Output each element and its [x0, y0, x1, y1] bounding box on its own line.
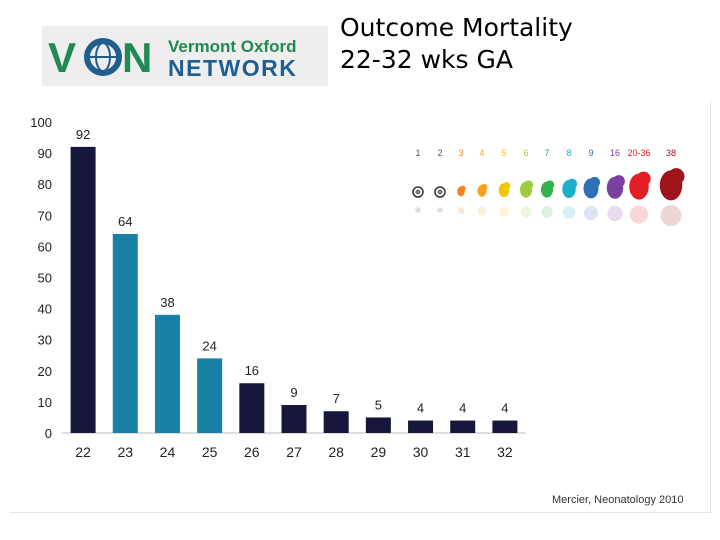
embryo-reflection-5 — [499, 206, 509, 217]
embryo-week-label-7: 7 — [544, 148, 549, 158]
y-tick-label: 70 — [38, 208, 52, 223]
bar-29 — [365, 417, 391, 433]
embryo-week-label-6: 6 — [523, 148, 528, 158]
bar-23 — [112, 233, 138, 433]
bar-30 — [408, 420, 434, 433]
embryo-reflection-6 — [520, 206, 532, 218]
embryo-reflection-38 — [660, 205, 682, 226]
logo-mark-n: N — [122, 34, 152, 81]
title-line-1: Outcome Mortality — [340, 13, 573, 42]
von-logo: V N Vermont Oxford NETWORK — [42, 26, 328, 86]
embryo-head-20-36 — [636, 171, 651, 186]
embryo-head-8 — [567, 178, 578, 189]
y-tick-label: 10 — [38, 395, 52, 410]
embryo-reflection-4 — [477, 206, 487, 216]
data-label-32: 4 — [501, 401, 508, 416]
data-label-30: 4 — [417, 401, 424, 416]
embryo-week-label-20-36: 20-36 — [627, 148, 650, 158]
x-tick-label-26: 26 — [244, 444, 260, 460]
embryo-reflection-3 — [457, 207, 465, 214]
x-tick-label-30: 30 — [413, 444, 429, 460]
embryo-week-label-1: 1 — [415, 148, 420, 158]
embryo-week-label-5: 5 — [501, 148, 506, 158]
bar-24 — [154, 314, 180, 433]
data-label-27: 9 — [290, 385, 297, 400]
data-label-25: 24 — [202, 338, 216, 353]
title-line-2: 22-32 wks GA — [340, 45, 513, 74]
embryo-head-6 — [524, 180, 534, 190]
bar-32 — [492, 420, 518, 433]
embryo-head-16 — [612, 175, 625, 188]
y-tick-label: 50 — [38, 271, 52, 286]
x-tick-label-23: 23 — [117, 444, 133, 460]
y-tick-label: 100 — [30, 115, 52, 130]
embryo-week-label-16: 16 — [610, 148, 620, 158]
globe-icon — [84, 38, 122, 76]
embryo-week-label-3: 3 — [458, 148, 463, 158]
mortality-bar-chart: 0102030405060708090100922264233824242516… — [30, 115, 704, 460]
embryo-core-1 — [415, 189, 421, 195]
chart-frame: 0 10 20 30 40 50 60 70 80 90 100 92 22 64 23 38 24 24 25 16… — [10, 100, 711, 513]
embryo-reflection-2 — [437, 207, 443, 213]
embryo-reflection-16 — [607, 205, 623, 222]
x-tick-label-28: 28 — [328, 444, 344, 460]
x-tick-label-32: 32 — [497, 444, 513, 460]
bar-31 — [450, 420, 476, 433]
y-tick-label: 20 — [38, 364, 52, 379]
embryo-head-9 — [589, 176, 600, 188]
logo-line2: NETWORK — [168, 55, 297, 81]
source-credit: Mercier, Neonatology 2010 — [552, 494, 684, 506]
embryo-reflection-1 — [415, 207, 421, 213]
embryo-core-2 — [437, 189, 443, 195]
embryo-week-label-9: 9 — [588, 148, 593, 158]
y-tick-label: 60 — [38, 239, 52, 254]
data-label-29: 5 — [375, 397, 382, 412]
embryo-head-7 — [545, 180, 555, 190]
data-label-24: 38 — [160, 295, 174, 310]
x-tick-label-24: 24 — [160, 444, 176, 460]
embryo-head-5 — [502, 182, 511, 190]
y-tick-label: 40 — [38, 302, 52, 317]
x-tick-label-29: 29 — [371, 444, 387, 460]
data-label-23: 64 — [118, 214, 132, 229]
embryo-week-label-2: 2 — [437, 148, 442, 158]
embryo-week-label-8: 8 — [566, 148, 571, 158]
bar-27 — [281, 405, 307, 433]
x-tick-label-22: 22 — [75, 444, 91, 460]
embryo-inset-bg — [408, 136, 704, 248]
embryo-head-3 — [460, 185, 466, 192]
x-tick-label-31: 31 — [455, 444, 471, 460]
y-tick-label: 0 — [45, 426, 52, 441]
x-tick-label-27: 27 — [286, 444, 302, 460]
logo-line1: Vermont Oxford — [168, 37, 296, 56]
embryo-reflection-8 — [562, 206, 576, 219]
slide-title: Outcome Mortality 22-32 wks GA — [340, 12, 573, 76]
bar-25 — [197, 358, 223, 433]
embryo-reflection-7 — [541, 206, 553, 218]
data-label-22: 92 — [76, 127, 90, 142]
embryo-reflection-20-36 — [629, 205, 649, 224]
bar-28 — [323, 411, 349, 433]
y-tick-label: 80 — [38, 177, 52, 192]
embryo-week-label-4: 4 — [479, 148, 484, 158]
embryo-week-label-38: 38 — [666, 148, 676, 158]
embryo-reflection-9 — [584, 206, 598, 220]
data-label-31: 4 — [459, 401, 466, 416]
y-tick-label: 30 — [38, 333, 52, 348]
bar-22 — [70, 146, 96, 433]
data-label-26: 16 — [245, 363, 259, 378]
y-tick-label: 90 — [38, 146, 52, 161]
logo-mark-v: V — [48, 34, 76, 81]
bar-26 — [239, 383, 265, 433]
embryo-head-4 — [480, 183, 488, 191]
data-label-28: 7 — [333, 391, 340, 406]
embryo-head-38 — [668, 168, 685, 185]
x-tick-label-25: 25 — [202, 444, 218, 460]
